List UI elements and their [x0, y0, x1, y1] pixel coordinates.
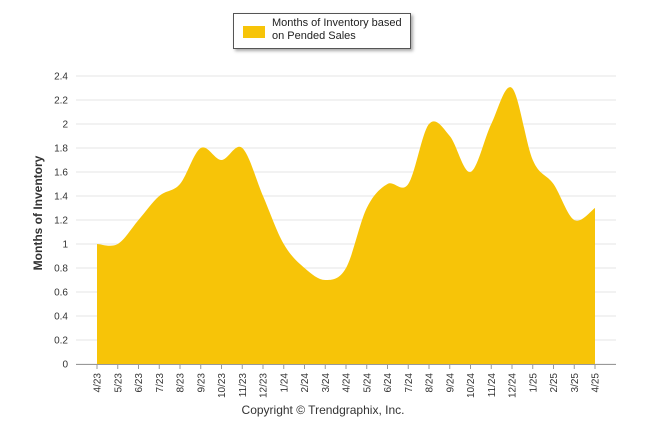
y-tick-labels: 0 0.2 0.4 0.6 0.8 1 1.2 1.4 1.6 1.8 2 2.2 2.4 — [54, 72, 68, 371]
data-point — [448, 134, 452, 138]
data-point — [323, 278, 327, 282]
legend: Months of Inventory based on Pended Sale… — [233, 13, 411, 49]
x-tick-label: 1/25 — [528, 373, 539, 393]
y-tick-label: 1.4 — [54, 192, 68, 203]
x-tick-label: 10/23 — [217, 373, 228, 398]
data-point — [365, 206, 369, 210]
y-tick-label: 2 — [62, 120, 68, 131]
y-tick-label: 0.6 — [54, 288, 68, 299]
x-tick-label: 4/23 — [93, 373, 104, 393]
x-tick-label: 4/25 — [591, 373, 602, 393]
y-tick-label: 1 — [62, 240, 68, 251]
x-tick-label: 2/25 — [549, 373, 560, 393]
area-chart: 0 0.2 0.4 0.6 0.8 1 1.2 1.4 1.6 1.8 2 2.2 2.4 4/23 5/… — [31, 72, 616, 398]
y-tick-label: 0.2 — [54, 336, 68, 347]
data-point — [282, 242, 286, 246]
area-fill — [97, 87, 595, 364]
data-point — [469, 170, 473, 174]
x-tick-label: 9/24 — [445, 373, 456, 393]
y-tick-label: 1.2 — [54, 216, 68, 227]
axes — [76, 364, 616, 369]
data-point — [593, 206, 597, 210]
x-tick-label: 8/23 — [176, 373, 187, 393]
x-tick-label: 1/24 — [279, 373, 290, 393]
x-tick-label: 6/23 — [134, 373, 145, 393]
x-tick-label: 10/24 — [466, 373, 477, 398]
x-tick-label: 3/25 — [570, 373, 581, 393]
data-point — [95, 242, 99, 246]
x-tick-label: 5/23 — [113, 373, 124, 393]
data-point — [552, 182, 556, 186]
copyright-text: Copyright © Trendgraphix, Inc. — [241, 403, 405, 417]
x-tick-label: 12/24 — [508, 373, 519, 398]
data-point — [531, 158, 535, 162]
data-point — [489, 122, 493, 126]
data-point — [240, 146, 244, 150]
data-point — [510, 86, 514, 90]
x-tick-label: 9/23 — [196, 373, 207, 393]
data-point — [386, 182, 390, 186]
x-tick-label: 11/24 — [487, 373, 498, 398]
legend-swatch — [243, 26, 265, 38]
x-tick-label: 12/23 — [259, 373, 270, 398]
x-tick-label: 2/24 — [300, 373, 311, 393]
data-point — [137, 218, 141, 222]
data-point — [220, 158, 224, 162]
data-point — [261, 194, 265, 198]
x-tick-label: 4/24 — [342, 373, 353, 393]
data-point — [406, 182, 410, 186]
area-series — [95, 86, 597, 364]
x-tick-label: 8/24 — [425, 373, 436, 393]
x-tick-label: 11/23 — [238, 373, 249, 398]
data-point — [178, 182, 182, 186]
data-point — [344, 266, 348, 270]
x-tick-label: 5/24 — [362, 373, 373, 393]
y-tick-label: 1.6 — [54, 168, 68, 179]
x-tick-label: 7/23 — [155, 373, 166, 393]
data-point — [427, 122, 431, 126]
data-point — [303, 266, 307, 270]
y-tick-label: 0.8 — [54, 264, 68, 275]
x-tick-label: 3/24 — [321, 373, 332, 393]
y-tick-label: 2.4 — [54, 72, 68, 83]
x-tick-label: 6/24 — [383, 373, 394, 393]
legend-label: Months of Inventory based on Pended Sale… — [272, 17, 402, 42]
y-tick-label: 0.4 — [54, 312, 68, 323]
data-point — [116, 242, 120, 246]
data-point — [157, 194, 161, 198]
data-point — [199, 146, 203, 150]
y-tick-label: 2.2 — [54, 96, 68, 107]
y-axis-label: Months of Inventory — [31, 155, 45, 270]
y-tick-label: 0 — [62, 360, 68, 371]
x-tick-label: 7/24 — [404, 373, 415, 393]
y-tick-label: 1.8 — [54, 144, 68, 155]
x-tick-labels: 4/23 5/23 6/23 7/23 8/23 9/23 10/23 11/23 12/23 1… — [93, 373, 602, 398]
data-point — [572, 218, 576, 222]
